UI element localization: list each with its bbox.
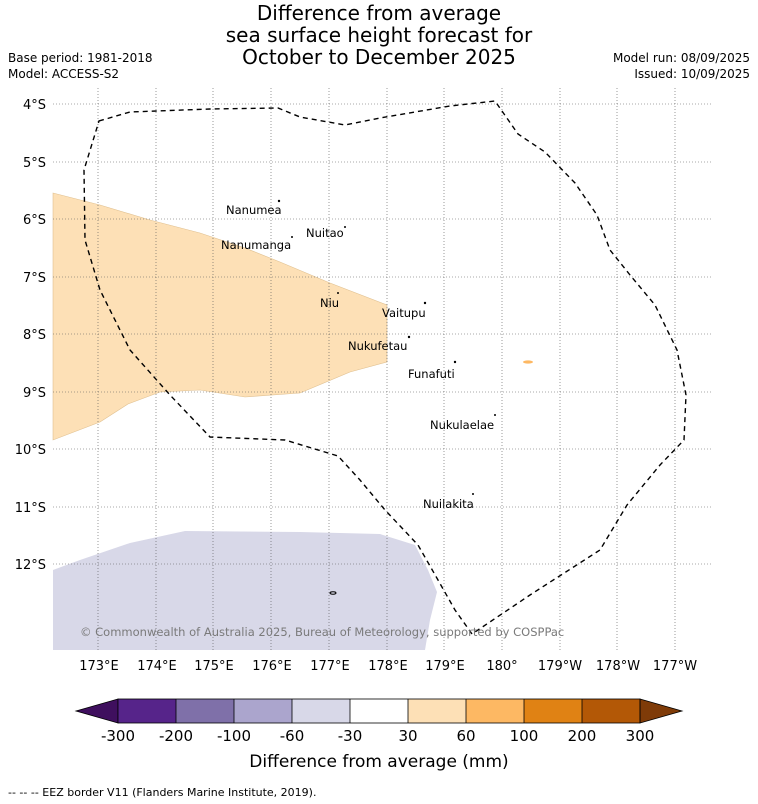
- colorbar-segment: [408, 699, 466, 723]
- colorbar-segment: [292, 699, 350, 723]
- colorbar-extend-low: [74, 698, 119, 724]
- lon-label: 178°W: [596, 659, 640, 674]
- colorbar-segment: [350, 699, 408, 723]
- meta-left: Base period: 1981-2018 Model: ACCESS-S2: [8, 50, 153, 82]
- island-dot-funafuti: [453, 360, 457, 364]
- lon-label: 173°E: [79, 659, 119, 674]
- positive-anomaly-patch: [523, 360, 533, 364]
- island-dot-nuilakita: [472, 493, 474, 495]
- colorbar-tick: 300: [626, 727, 655, 745]
- colorbar-segment: [524, 699, 582, 723]
- colorbar-tick: 200: [568, 727, 597, 745]
- colorbar-segment: [234, 699, 292, 723]
- island-dot-nuitao: [344, 226, 346, 228]
- lat-label: 5°S: [23, 156, 46, 171]
- island-dot-nanumea: [277, 199, 281, 203]
- issued-date: Issued: 10/09/2025: [634, 67, 750, 81]
- colorbar-segment: [582, 699, 640, 723]
- chart-title: Difference from average sea surface heig…: [0, 2, 758, 68]
- eez-border: [83, 100, 687, 635]
- colorbar-tick: -200: [159, 727, 193, 745]
- island-dot-nukulaelae: [494, 414, 496, 416]
- colorbar-tick: -100: [217, 727, 251, 745]
- lon-label: 177°E: [310, 659, 350, 674]
- island-label: Nuilakita: [423, 497, 474, 511]
- island-dot-niu: [337, 292, 339, 294]
- island-label: Nanumanga: [221, 238, 291, 252]
- lat-label: 12°S: [15, 558, 46, 573]
- negative-anomaly-region: [53, 531, 437, 650]
- colorbar-tick: -30: [338, 727, 363, 745]
- lat-label: 9°S: [23, 386, 46, 401]
- colorbar-tick: 60: [456, 727, 475, 745]
- lat-label: 10°S: [15, 443, 46, 458]
- island-label: Nanumea: [226, 203, 282, 217]
- copyright-notice: © Commonwealth of Australia 2025, Bureau…: [80, 625, 564, 639]
- island-dot-nanumanga: [291, 236, 293, 238]
- lon-label: 177°W: [653, 659, 697, 674]
- lat-label: 6°S: [23, 213, 46, 228]
- title-line-1: Difference from average: [256, 1, 502, 25]
- lon-label: 176°E: [252, 659, 292, 674]
- lat-label: 8°S: [23, 328, 46, 343]
- colorbar-segment: [118, 699, 176, 723]
- colorbar-tick: 100: [510, 727, 539, 745]
- island-label: Nuitao: [306, 226, 344, 240]
- lon-label: 179°E: [425, 659, 465, 674]
- meta-right: Model run: 08/09/2025 Issued: 10/09/2025: [613, 50, 750, 82]
- colorbar-label: Difference from average (mm): [249, 752, 508, 772]
- colorbar-extend-high: [639, 698, 684, 724]
- island-label: Funafuti: [408, 367, 455, 381]
- lat-label: 4°S: [23, 98, 46, 113]
- title-line-3: October to December 2025: [242, 45, 516, 69]
- island-label: Niu: [320, 296, 339, 310]
- colorbar-segment: [176, 699, 234, 723]
- title-line-2: sea surface height forecast for: [225, 23, 533, 47]
- island-label: Nukulaelae: [430, 418, 494, 432]
- colorbar-segment: [466, 699, 524, 723]
- island-dot-vaitupu: [423, 301, 427, 305]
- island-dot-nukufetau: [407, 335, 411, 339]
- model-name: Model: ACCESS-S2: [8, 67, 120, 81]
- footer-note: -- -- -- EEZ border V11 (Flanders Marine…: [8, 786, 317, 799]
- base-period: Base period: 1981-2018: [8, 51, 153, 65]
- lon-label: 174°E: [137, 659, 177, 674]
- lon-label: 178°E: [368, 659, 408, 674]
- colorbar: -300 -200 -100 -60 -30 30 60 100 200 300…: [74, 698, 684, 772]
- colorbar-tick: -60: [280, 727, 305, 745]
- lon-label: 180°: [486, 659, 517, 674]
- lon-label: 179°W: [538, 659, 582, 674]
- lat-label: 7°S: [23, 271, 46, 286]
- reef-mark: [329, 591, 337, 595]
- island-marks: [277, 199, 496, 495]
- colorbar-tick: -300: [101, 727, 135, 745]
- lat-label: 11°S: [15, 501, 46, 516]
- colorbar-tick: 30: [398, 727, 417, 745]
- island-label: Vaitupu: [382, 306, 426, 320]
- positive-anomaly-region: [52, 192, 388, 441]
- island-label: Nukufetau: [348, 339, 407, 353]
- lon-label: 175°E: [194, 659, 234, 674]
- model-run: Model run: 08/09/2025: [612, 51, 750, 65]
